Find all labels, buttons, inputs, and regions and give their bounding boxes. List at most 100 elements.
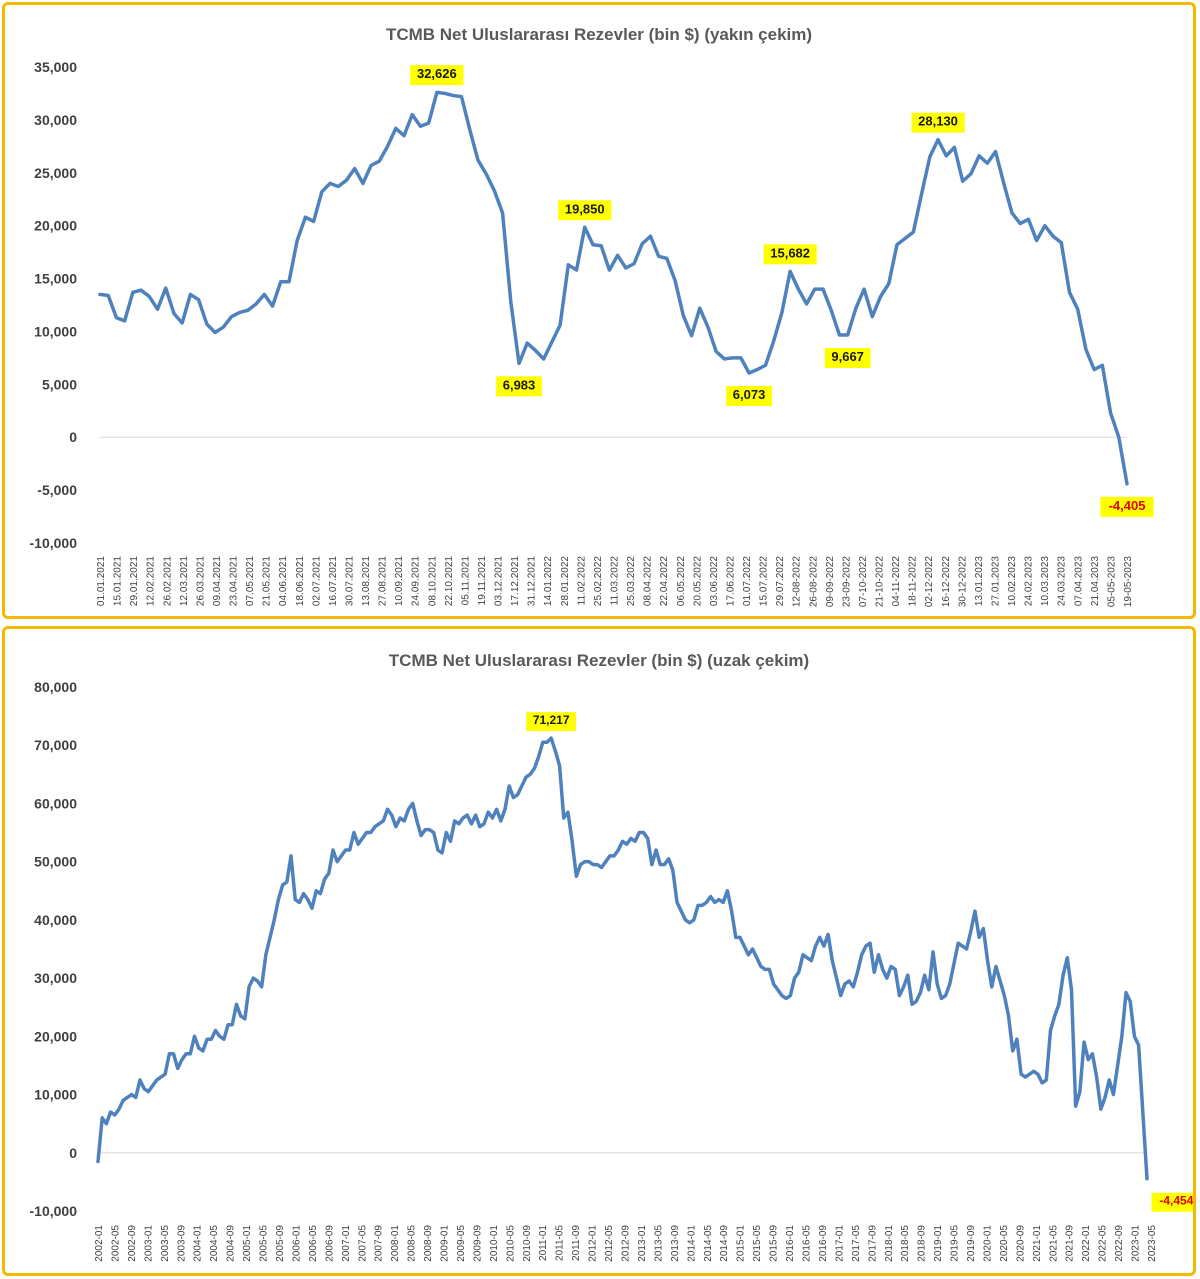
x-tick-label: 23-09-2022 <box>841 556 852 608</box>
svg-text:15,682: 15,682 <box>770 245 810 260</box>
x-tick-label: 19-05-2023 <box>1123 556 1134 608</box>
x-tick-label: 2015-05 <box>752 1225 763 1262</box>
svg-text:-4,405: -4,405 <box>1109 498 1146 513</box>
x-tick-label: 11.03.2022 <box>610 556 621 606</box>
x-tick-label: 20.05.2022 <box>692 556 703 606</box>
y-tick-label: 5,000 <box>42 376 77 392</box>
x-tick-label: 15.01.2021 <box>113 556 124 606</box>
x-tick-label: 2002-01 <box>94 1225 105 1262</box>
series-line <box>98 90 1129 486</box>
data-label-bg <box>558 200 612 221</box>
x-tick-label: 2023-05 <box>1147 1225 1158 1262</box>
x-tick-label: 25.03.2022 <box>626 556 637 606</box>
x-tick-label: 2008-05 <box>407 1225 418 1262</box>
x-tick-label: 30-12-2022 <box>957 556 968 608</box>
x-tick-label: 2004-05 <box>209 1225 220 1262</box>
y-tick-label: 35,000 <box>34 59 77 75</box>
x-tick-label: 2012-05 <box>604 1225 615 1262</box>
x-tick-label: 2018-01 <box>884 1225 895 1262</box>
x-tick-label: 23.04.2021 <box>229 556 240 606</box>
x-tick-label: 15.07.2022 <box>759 556 770 606</box>
x-tick-label: 08.10.2021 <box>427 556 438 606</box>
x-tick-label: 26.02.2021 <box>162 556 173 606</box>
x-tick-label: 2002-05 <box>110 1225 121 1262</box>
x-tick-label: 2005-01 <box>242 1225 253 1262</box>
y-tick-label: 50,000 <box>34 854 77 870</box>
x-tick-label: 2012-09 <box>621 1225 632 1262</box>
data-label-bg <box>1151 1192 1193 1212</box>
svg-text:6,073: 6,073 <box>733 387 766 402</box>
svg-text:9,667: 9,667 <box>831 349 864 364</box>
x-tick-label: 2006-01 <box>291 1225 302 1262</box>
x-tick-label: 02.07.2021 <box>311 556 322 606</box>
y-tick-label: 30,000 <box>34 970 77 986</box>
x-tick-label: 12.02.2021 <box>146 556 157 606</box>
x-tick-label: 2006-05 <box>308 1225 319 1262</box>
x-tick-label: 2020-01 <box>982 1225 993 1262</box>
data-label: 28,130 <box>911 112 965 133</box>
x-tick-label: 09.04.2021 <box>212 556 223 606</box>
x-tick-label: 10.02.2023 <box>1007 556 1018 606</box>
x-tick-label: 2010-05 <box>505 1225 516 1262</box>
x-tick-label: 2021-05 <box>1048 1225 1059 1262</box>
x-tick-label: 13.08.2021 <box>361 556 372 606</box>
data-label-bg <box>911 112 965 133</box>
x-tick-label: 11.02.2022 <box>576 556 587 606</box>
x-tick-label: 2003-05 <box>160 1225 171 1262</box>
x-tick-label: 2018-05 <box>900 1225 911 1262</box>
y-tick-label: 10,000 <box>34 323 77 339</box>
data-label: 71,217 <box>526 712 577 732</box>
x-tick-label: 2022-01 <box>1081 1225 1092 1262</box>
data-label-bg <box>496 376 542 397</box>
x-tick-label: 19.11.2021 <box>477 556 488 606</box>
x-tick-label: 2020-09 <box>1015 1225 1026 1262</box>
x-tick-label: 2008-01 <box>390 1225 401 1262</box>
x-tick-label: 2016-01 <box>785 1225 796 1262</box>
x-tick-label: 09-09-2022 <box>825 556 836 608</box>
x-tick-label: 31.12.2021 <box>527 556 538 606</box>
x-tick-label: 2009-09 <box>472 1225 483 1262</box>
x-tick-label: 26-08-2022 <box>808 556 819 608</box>
data-label: 15,682 <box>763 244 817 265</box>
y-tick-label: 80,000 <box>34 679 77 695</box>
x-tick-label: 21.04.2023 <box>1090 556 1101 606</box>
y-tick-label: -5,000 <box>37 482 77 498</box>
x-tick-label: 07.04.2023 <box>1073 556 1084 606</box>
x-tick-label: 2010-01 <box>489 1225 500 1262</box>
y-tick-label: 70,000 <box>34 737 77 753</box>
x-tick-label: 28.01.2022 <box>560 556 571 606</box>
x-tick-label: 04.06.2021 <box>278 556 289 606</box>
x-tick-label: 2019-05 <box>950 1225 961 1262</box>
x-tick-label: 27.01.2023 <box>990 556 1001 606</box>
x-tick-label: 2019-09 <box>966 1225 977 1262</box>
data-label: 6,073 <box>726 385 772 406</box>
y-tick-label: 0 <box>69 1145 77 1161</box>
x-tick-label: 2023-01 <box>1131 1225 1142 1262</box>
x-tick-label: 17.06.2022 <box>725 556 736 606</box>
svg-text:-4,454: -4,454 <box>1159 1194 1193 1208</box>
x-tick-label: 2022-09 <box>1114 1225 1125 1262</box>
x-tick-label: 03.12.2021 <box>494 556 505 606</box>
data-label-bg <box>410 65 464 86</box>
x-tick-label: 04-11-2022 <box>891 556 902 607</box>
x-tick-label: 24.03.2023 <box>1057 556 1068 606</box>
x-tick-label: 05.11.2021 <box>460 556 471 606</box>
x-tick-label: 2022-05 <box>1098 1225 1109 1262</box>
x-tick-label: 22.10.2021 <box>444 556 455 606</box>
x-tick-label: 2004-01 <box>193 1225 204 1262</box>
x-tick-label: 2004-09 <box>226 1225 237 1262</box>
x-tick-label: 2011-05 <box>555 1225 566 1261</box>
data-label: 19,850 <box>558 200 612 221</box>
svg-text:32,626: 32,626 <box>417 66 457 81</box>
x-tick-label: 2007-01 <box>341 1225 352 1262</box>
x-tick-label: 24.02.2023 <box>1024 556 1035 606</box>
x-tick-label: 2013-09 <box>670 1225 681 1262</box>
x-tick-label: 10.09.2021 <box>394 556 405 606</box>
y-tick-label: 60,000 <box>34 795 77 811</box>
x-tick-label: 2017-05 <box>851 1225 862 1262</box>
x-tick-label: 2015-09 <box>769 1225 780 1262</box>
chart-title-near: TCMB Net Uluslararası Rezevler (bin $) (… <box>385 25 813 44</box>
series-line <box>96 736 1149 1181</box>
x-tick-label: 2021-01 <box>1032 1225 1043 1262</box>
x-tick-label: 18.06.2021 <box>295 556 306 606</box>
